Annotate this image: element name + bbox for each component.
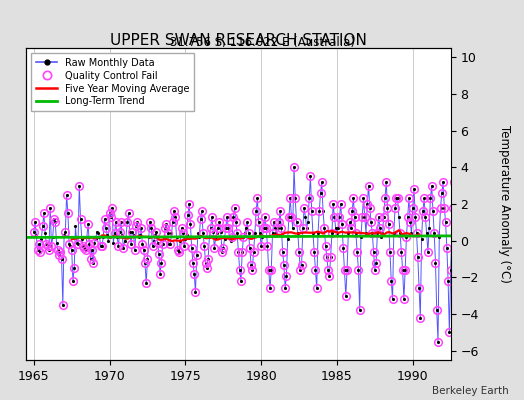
Text: Berkeley Earth: Berkeley Earth	[432, 386, 508, 396]
Y-axis label: Temperature Anomaly (°C): Temperature Anomaly (°C)	[498, 125, 511, 283]
Text: 31.756 S, 116.022 E (Australia): 31.756 S, 116.022 E (Australia)	[169, 36, 355, 49]
Legend: Raw Monthly Data, Quality Control Fail, Five Year Moving Average, Long-Term Tren: Raw Monthly Data, Quality Control Fail, …	[31, 53, 194, 111]
Title: UPPER SWAN RESEARCH STATION: UPPER SWAN RESEARCH STATION	[110, 33, 367, 48]
